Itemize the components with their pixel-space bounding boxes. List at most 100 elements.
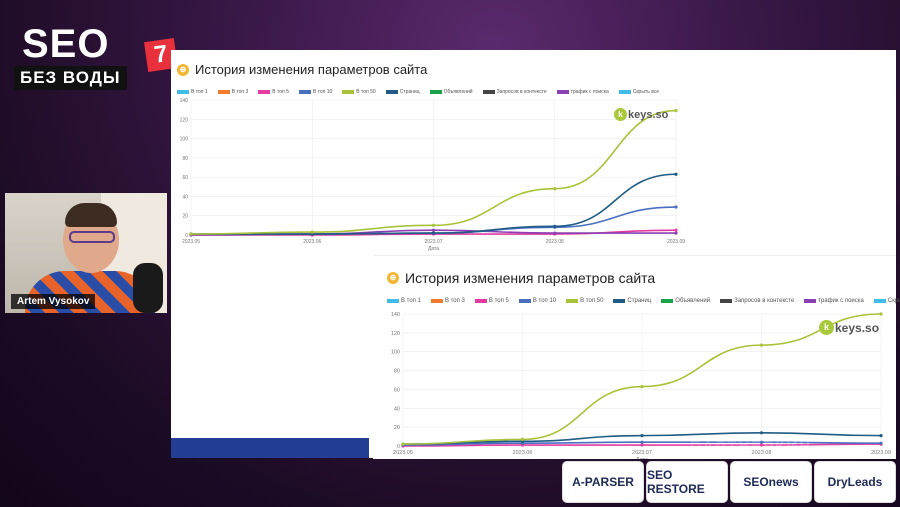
legend-label: В топ 50 [356, 89, 376, 95]
legend-item[interactable]: В топ 50 [566, 298, 603, 304]
data-point [759, 431, 764, 435]
data-point [310, 230, 314, 234]
legend-item[interactable]: В топ 5 [258, 89, 289, 95]
chart-panel-1: ⊕ История изменения параметров сайта В т… [171, 50, 701, 255]
partner-logo-seo-restore[interactable]: SEO RESTORE [647, 462, 727, 502]
y-tick-label: 0 [397, 444, 400, 450]
legend-item[interactable]: Скрыть все [618, 89, 660, 95]
x-tick-label: 2023.05 [393, 450, 413, 456]
legend-item[interactable]: трафик с поиска [556, 89, 609, 95]
data-point [759, 440, 764, 444]
chart-panel-2: ⊕ История изменения параметров сайта В т… [373, 255, 900, 459]
y-tick-label: 60 [394, 387, 400, 393]
y-tick-label: 140 [391, 312, 400, 318]
chart-2-title-text: История изменения параметров сайта [405, 270, 656, 286]
legend-swatch [385, 90, 398, 94]
partner-label: SEO RESTORE [647, 468, 705, 496]
x-tick-label: 2023.09 [667, 239, 685, 245]
legend-swatch [258, 90, 271, 94]
legend-swatch [429, 90, 442, 94]
legend-item[interactable]: В топ 5 [474, 298, 509, 304]
legend-item[interactable]: В топ 10 [518, 298, 556, 304]
legend-item[interactable]: В топ 1 [387, 298, 421, 304]
legend-item[interactable]: трафик с поиска [804, 298, 864, 304]
legend-item[interactable]: В топ 50 [342, 89, 376, 95]
legend-item[interactable]: Скрыть все [873, 298, 900, 304]
partner-label: SEOnews [743, 475, 799, 489]
legend-swatch [556, 90, 569, 94]
legend-item[interactable]: Страниц [385, 89, 420, 95]
keys-so-logo: k keys.so [819, 320, 879, 335]
data-point [431, 223, 436, 227]
y-tick-label: 120 [180, 117, 189, 123]
chart-2: 0 20 40 60 80 100 120 140 2023.05 2023.06 2023.07 2… [391, 312, 891, 459]
legend-item[interactable]: Страниц [613, 298, 651, 304]
legend-label: В топ 50 [580, 298, 604, 304]
legend-item[interactable]: В топ 3 [217, 89, 248, 95]
legend-swatch [387, 299, 399, 303]
legend-swatch [720, 299, 733, 303]
speaker-glasses [69, 231, 115, 243]
data-point [640, 385, 644, 389]
x-tick-label: 2023.08 [752, 450, 772, 456]
data-point [879, 434, 883, 438]
keys-logo-badge: k [819, 320, 834, 335]
partner-label: DryLeads [827, 475, 883, 489]
legend-label: В топ 5 [488, 298, 509, 304]
slide-footer-bar [171, 438, 369, 458]
chart-1-legend: В топ 1 В топ 3 В топ 5 В топ 10 В топ 50 Стр… [177, 89, 659, 95]
legend-label: Скрыть все [632, 89, 660, 95]
x-tick-label: 2023.09 [871, 450, 891, 456]
logo-title: SEO [22, 22, 110, 66]
legend-label: Объявлений [675, 298, 711, 304]
legend-item[interactable]: Объявлений [661, 298, 710, 304]
legend-label: В топ 1 [401, 298, 421, 304]
data-point [674, 172, 678, 176]
speaker-hair [65, 203, 117, 227]
legend-swatch [566, 299, 579, 303]
data-point [640, 440, 644, 444]
keys-logo-text: keys.so [628, 108, 669, 121]
data-point [431, 231, 436, 235]
keys-logo-badge: k [614, 108, 627, 121]
data-point [553, 224, 557, 228]
legend-item[interactable]: В топ 10 [298, 89, 332, 95]
data-point [640, 434, 644, 438]
legend-swatch [661, 299, 674, 303]
legend-swatch [613, 299, 626, 303]
x-tick-label: 2023.08 [546, 239, 564, 245]
data-point [553, 231, 557, 235]
y-tick-label: 40 [394, 406, 400, 412]
partner-logo-aparser[interactable]: A-PARSER [563, 462, 643, 502]
microphone-icon [133, 263, 163, 313]
data-point [674, 231, 678, 235]
legend-label: В топ 3 [444, 298, 465, 304]
legend-item[interactable]: В топ 1 [177, 89, 208, 95]
chart-icon: ⊕ [177, 63, 189, 76]
legend-item[interactable]: Объявлений [429, 89, 473, 95]
data-point [759, 343, 764, 347]
legend-label: Скрыть все [887, 298, 900, 304]
legend-label: В топ 5 [272, 89, 289, 95]
y-tick-label: 140 [180, 98, 189, 104]
data-point [553, 187, 557, 191]
legend-label: Страниц [627, 298, 652, 304]
legend-swatch [873, 299, 886, 303]
y-tick-label: 100 [180, 137, 189, 143]
partner-logo-dryleads[interactable]: DryLeads [815, 462, 895, 502]
legend-item[interactable]: В топ 3 [430, 298, 465, 304]
data-point [879, 441, 883, 445]
legend-item[interactable]: Запросов в контексте [482, 89, 547, 95]
x-tick-label: 2023.06 [513, 450, 533, 456]
partner-logo-seonews[interactable]: SEOnews [731, 462, 811, 502]
legend-swatch [298, 90, 311, 94]
data-point [520, 437, 525, 441]
y-tick-label: 60 [182, 175, 188, 181]
series-line [190, 109, 677, 235]
watermark: ПАРТНЕРКИН [690, 438, 813, 455]
legend-item[interactable]: Запросов в контексте [720, 298, 794, 304]
legend-label: В топ 1 [191, 89, 208, 95]
chart-2-title: ⊕ История изменения параметров сайта [387, 270, 655, 286]
x-tick-label: 2023.06 [303, 239, 321, 245]
presentation-slide: ⊕ История изменения параметров сайта В т… [171, 50, 900, 459]
